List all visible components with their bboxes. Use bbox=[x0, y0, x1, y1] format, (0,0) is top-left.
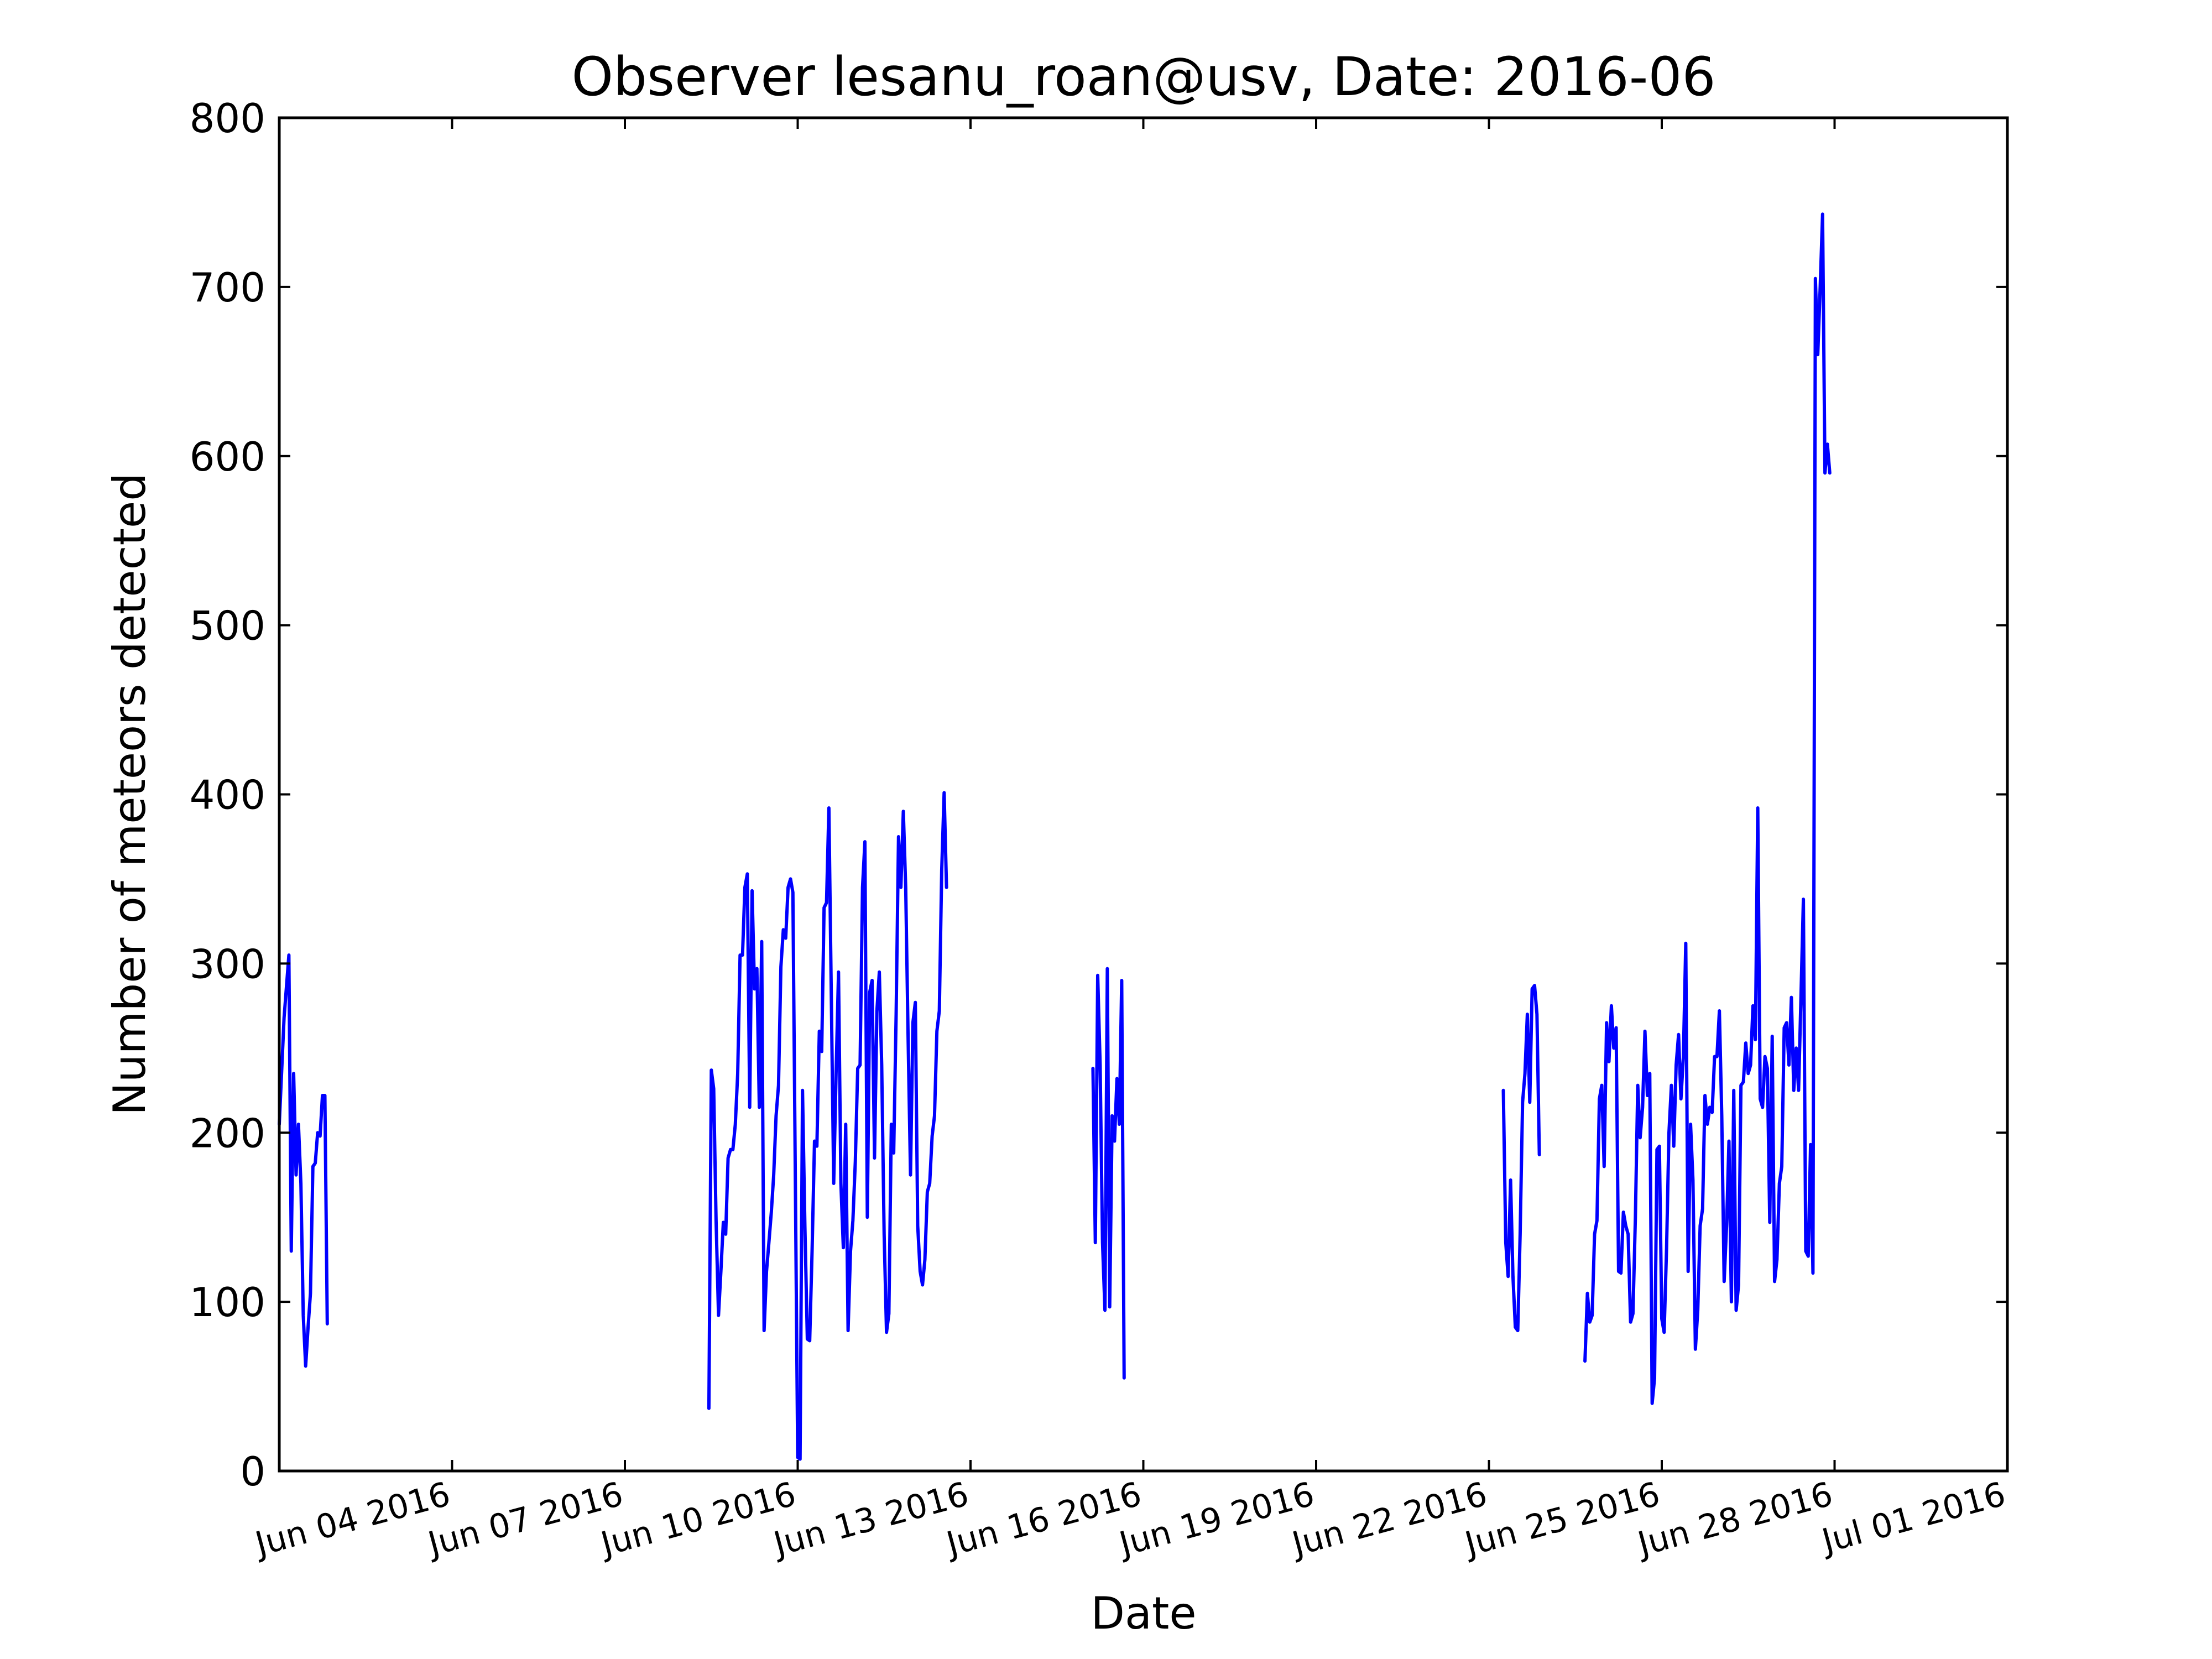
y-axis-label: Number of meteors detected bbox=[104, 473, 155, 1115]
y-tick-label: 700 bbox=[190, 264, 265, 311]
y-tick-label: 0 bbox=[240, 1448, 265, 1495]
x-tick-label: Jun 25 2016 bbox=[1459, 1475, 1664, 1564]
x-tick-label: Jun 13 2016 bbox=[768, 1475, 973, 1564]
x-tick-label: Jun 19 2016 bbox=[1113, 1475, 1318, 1564]
y-tick-label: 600 bbox=[190, 434, 265, 480]
x-tick-label: Jun 10 2016 bbox=[595, 1475, 800, 1564]
x-tick-label: Jul 01 2016 bbox=[1816, 1475, 2010, 1562]
x-tick-label: Jun 07 2016 bbox=[422, 1475, 627, 1564]
y-tick-label: 500 bbox=[190, 603, 265, 649]
y-tick-label: 800 bbox=[190, 95, 265, 142]
chart-title: Observer lesanu_roan@usv, Date: 2016-06 bbox=[571, 46, 1715, 108]
y-tick-label: 200 bbox=[190, 1110, 265, 1156]
y-tick-label: 100 bbox=[190, 1279, 265, 1326]
y-tick-label: 400 bbox=[190, 772, 265, 818]
series-line-4 bbox=[1501, 984, 1541, 1333]
x-tick-label: Jun 16 2016 bbox=[941, 1475, 1146, 1564]
y-tick-label: 300 bbox=[190, 941, 265, 987]
series-line-3 bbox=[1091, 967, 1126, 1380]
x-tick-label: Jun 28 2016 bbox=[1632, 1475, 1837, 1564]
x-axis-label: Date bbox=[1091, 1588, 1196, 1639]
plot-frame bbox=[278, 116, 2009, 1473]
series-layer bbox=[278, 212, 1832, 1461]
y-axis: 0 100 200 300 400 500 600 700 800 bbox=[190, 95, 2007, 1495]
series-line-5 bbox=[1583, 212, 1832, 1405]
series-line-1 bbox=[278, 953, 329, 1368]
x-tick-label: Jun 22 2016 bbox=[1286, 1475, 1491, 1564]
x-tick-label: Jun 04 2016 bbox=[249, 1475, 455, 1564]
series-line-2 bbox=[707, 791, 948, 1461]
